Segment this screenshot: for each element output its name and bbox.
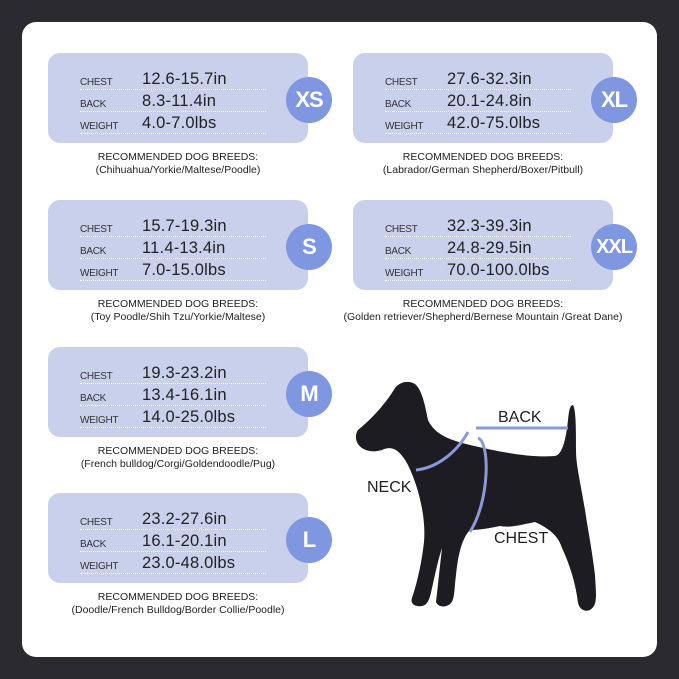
size-badge: XS	[286, 77, 332, 123]
back-value: 16.1-20.1in	[142, 532, 227, 550]
weight-row: WEIGHT 14.0-25.0lbs	[80, 407, 266, 428]
breeds-list: (Golden retriever/Shepherd/Bernese Mount…	[343, 311, 623, 323]
size-badge: XL	[591, 77, 637, 123]
weight-row: WEIGHT 70.0-100.0lbs	[385, 260, 571, 281]
chest-row: CHEST 15.7-19.3in	[80, 216, 266, 237]
weight-label: WEIGHT	[80, 415, 119, 426]
recommended-breeds: RECOMMENDED DOG BREEDS: (Golden retriever…	[343, 298, 623, 324]
chest-value: 19.3-23.2in	[142, 364, 227, 382]
breeds-list: (Chihuahua/Yorkie/Maltese/Poodle)	[95, 164, 261, 176]
weight-row: WEIGHT 23.0-48.0lbs	[80, 553, 266, 574]
size-badge: M	[286, 371, 332, 417]
chest-row: CHEST 32.3-39.3in	[385, 216, 571, 237]
back-label: BACK	[80, 99, 107, 110]
chest-label: CHEST	[80, 77, 113, 88]
recommended-heading: RECOMMENDED DOG BREEDS:	[97, 151, 259, 163]
breeds-list: (Labrador/German Shepherd/Boxer/Pitbull)	[382, 164, 584, 176]
weight-label: WEIGHT	[385, 268, 424, 279]
size-panel: CHEST 19.3-23.2in BACK 13.4-16.1in WEIGHT 1…	[48, 347, 308, 437]
weight-label: WEIGHT	[80, 121, 119, 132]
chest-row: CHEST 19.3-23.2in	[80, 363, 266, 384]
size-badge: XXL	[591, 224, 637, 270]
chest-row: CHEST 27.6-32.3in	[385, 69, 571, 90]
chest-label: CHEST	[80, 517, 113, 528]
weight-row: WEIGHT 7.0-15.0lbs	[80, 260, 266, 281]
breeds-list: (Doodle/French Bulldog/Border Collie/Poo…	[71, 604, 285, 616]
breeds-list: (French bulldog/Corgi/Goldendoodle/Pug)	[80, 458, 276, 470]
size-block-l: CHEST 23.2-27.6in BACK 16.1-20.1in WEIGHT 2…	[48, 493, 348, 633]
back-row: BACK 16.1-20.1in	[80, 531, 266, 552]
size-block-xl: CHEST 27.6-32.3in BACK 20.1-24.8in WEIGHT 4…	[353, 53, 653, 193]
weight-label: WEIGHT	[385, 121, 424, 132]
recommended-breeds: RECOMMENDED DOG BREEDS: (Chihuahua/Yorkie…	[38, 151, 318, 177]
size-panel: CHEST 32.3-39.3in BACK 24.8-29.5in WEIGHT 7…	[353, 200, 613, 290]
chest-row: CHEST 12.6-15.7in	[80, 69, 266, 90]
recommended-breeds: RECOMMENDED DOG BREEDS: (Doodle/French Bu…	[38, 591, 318, 617]
dog-silhouette	[355, 381, 596, 611]
back-value: 20.1-24.8in	[447, 92, 532, 110]
weight-label: WEIGHT	[80, 561, 119, 572]
back-label: BACK	[80, 539, 107, 550]
weight-value: 4.0-7.0lbs	[142, 114, 217, 132]
size-block-s: CHEST 15.7-19.3in BACK 11.4-13.4in WEIGHT 7…	[48, 200, 348, 340]
back-label: BACK	[385, 246, 412, 257]
recommended-breeds: RECOMMENDED DOG BREEDS: (Labrador/German …	[343, 151, 623, 177]
back-value: 24.8-29.5in	[447, 239, 532, 257]
chest-label: CHEST	[385, 77, 418, 88]
weight-value: 42.0-75.0lbs	[447, 114, 541, 132]
chest-measure-line	[468, 436, 488, 533]
recommended-heading: RECOMMENDED DOG BREEDS:	[97, 445, 259, 457]
back-row: BACK 20.1-24.8in	[385, 91, 571, 112]
chest-value: 27.6-32.3in	[447, 70, 532, 88]
weight-value: 70.0-100.0lbs	[447, 261, 550, 279]
back-row: BACK 24.8-29.5in	[385, 238, 571, 259]
size-panel: CHEST 27.6-32.3in BACK 20.1-24.8in WEIGHT 4…	[353, 53, 613, 143]
back-value: 11.4-13.4in	[142, 239, 226, 257]
recommended-heading: RECOMMENDED DOG BREEDS:	[402, 151, 564, 163]
back-row: BACK 13.4-16.1in	[80, 385, 266, 406]
chest-row: CHEST 23.2-27.6in	[80, 509, 266, 530]
back-label: BACK	[80, 393, 107, 404]
size-badge: L	[286, 517, 332, 563]
recommended-breeds: RECOMMENDED DOG BREEDS: (Toy Poodle/Shih …	[38, 298, 318, 324]
dog-diagram: BACK NECK CHEST	[355, 381, 596, 611]
chest-value: 32.3-39.3in	[447, 217, 532, 235]
recommended-heading: RECOMMENDED DOG BREEDS:	[97, 591, 259, 603]
chest-label: CHEST	[80, 224, 113, 235]
size-block-xs: CHEST 12.6-15.7in BACK 8.3-11.4in WEIGHT 4.…	[48, 53, 348, 193]
weight-value: 14.0-25.0lbs	[142, 408, 236, 426]
recommended-heading: RECOMMENDED DOG BREEDS:	[97, 298, 259, 310]
size-panel: CHEST 15.7-19.3in BACK 11.4-13.4in WEIGHT 7…	[48, 200, 308, 290]
weight-row: WEIGHT 4.0-7.0lbs	[80, 113, 266, 134]
recommended-breeds: RECOMMENDED DOG BREEDS: (French bulldog/C…	[38, 445, 318, 471]
diagram-neck-label: NECK	[367, 479, 412, 496]
size-panel: CHEST 12.6-15.7in BACK 8.3-11.4in WEIGHT 4.…	[48, 53, 308, 143]
back-row: BACK 8.3-11.4in	[80, 91, 266, 112]
size-block-xxl: CHEST 32.3-39.3in BACK 24.8-29.5in WEIGHT 7…	[344, 200, 653, 340]
chest-value: 15.7-19.3in	[142, 217, 227, 235]
size-block-m: CHEST 19.3-23.2in BACK 13.4-16.1in WEIGHT 1…	[48, 347, 348, 487]
back-row: BACK 11.4-13.4in	[80, 238, 266, 259]
chest-value: 12.6-15.7in	[142, 70, 227, 88]
chest-label: CHEST	[385, 224, 418, 235]
size-badge: S	[286, 224, 332, 270]
weight-value: 23.0-48.0lbs	[142, 554, 236, 572]
back-value: 13.4-16.1in	[142, 386, 227, 404]
weight-value: 7.0-15.0lbs	[142, 261, 226, 279]
diagram-chest-label: CHEST	[494, 530, 548, 547]
recommended-heading: RECOMMENDED DOG BREEDS:	[402, 298, 564, 310]
diagram-back-label: BACK	[498, 409, 542, 426]
weight-row: WEIGHT 42.0-75.0lbs	[385, 113, 571, 134]
back-value: 8.3-11.4in	[142, 92, 217, 110]
chest-label: CHEST	[80, 371, 113, 382]
back-label: BACK	[385, 99, 412, 110]
weight-label: WEIGHT	[80, 268, 119, 279]
breeds-list: (Toy Poodle/Shih Tzu/Yorkie/Maltese)	[90, 311, 266, 323]
back-label: BACK	[80, 246, 107, 257]
size-panel: CHEST 23.2-27.6in BACK 16.1-20.1in WEIGHT 2…	[48, 493, 308, 583]
neck-measure-line	[415, 431, 470, 472]
chest-value: 23.2-27.6in	[142, 510, 227, 528]
